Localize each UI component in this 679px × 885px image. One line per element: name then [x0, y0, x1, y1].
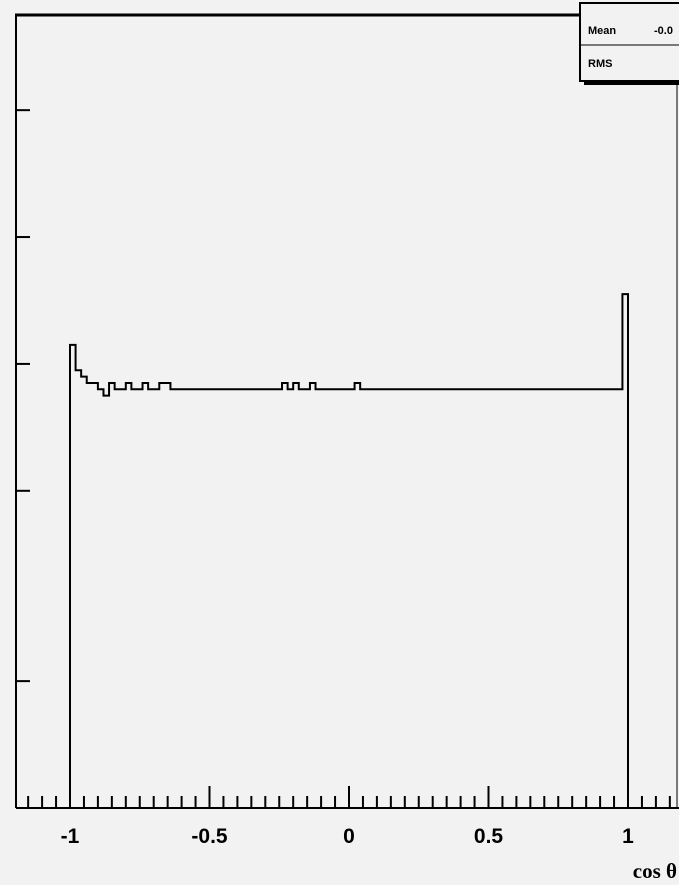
x-tick-label: -1 — [61, 825, 80, 848]
stats-mean-value: -0.0 — [654, 25, 673, 37]
stats-rms-label: RMS — [588, 58, 612, 70]
x-tick-label: 1 — [622, 825, 634, 848]
x-axis-title: cos θ — [633, 859, 677, 883]
histogram-series-line — [69, 293, 629, 808]
stats-mean-label: Mean — [588, 25, 616, 37]
stats-box: Mean -0.0 RMS — [579, 2, 679, 85]
y-axis-ticks — [16, 109, 30, 683]
x-axis-ticks — [27, 786, 671, 808]
x-tick-label: 0 — [343, 825, 355, 848]
x-tick-label: 0.5 — [474, 825, 504, 848]
x-axis-tick-labels: -1 -0.5 0 0.5 1 — [61, 825, 635, 848]
x-tick-label: -0.5 — [191, 825, 228, 848]
stats-box-frame — [579, 2, 679, 82]
